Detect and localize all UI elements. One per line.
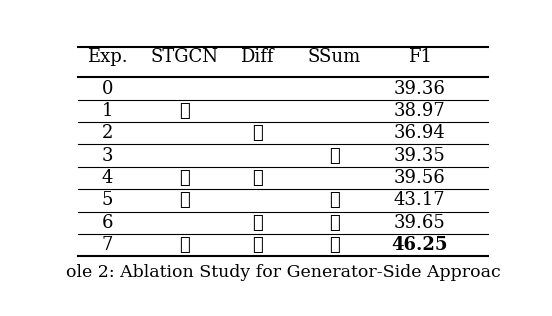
Text: ole 2: Ablation Study for Generator-Side Approac: ole 2: Ablation Study for Generator-Side… (66, 264, 500, 281)
Text: 2: 2 (102, 124, 113, 142)
Text: Exp.: Exp. (87, 48, 128, 66)
Text: 6: 6 (102, 214, 113, 232)
Text: Diff: Diff (241, 48, 274, 66)
Text: ✓: ✓ (252, 236, 263, 254)
Text: ✓: ✓ (179, 102, 190, 120)
Text: 36.94: 36.94 (394, 124, 445, 142)
Text: ✓: ✓ (329, 236, 339, 254)
Text: ✓: ✓ (179, 191, 190, 210)
Text: 5: 5 (102, 191, 113, 210)
Text: ✓: ✓ (329, 191, 339, 210)
Text: ✓: ✓ (329, 147, 339, 165)
Text: SSum: SSum (307, 48, 361, 66)
Text: 39.36: 39.36 (394, 80, 445, 98)
Text: 7: 7 (102, 236, 113, 254)
Text: 46.25: 46.25 (391, 236, 448, 254)
Text: ✓: ✓ (179, 169, 190, 187)
Text: 38.97: 38.97 (394, 102, 445, 120)
Text: 43.17: 43.17 (394, 191, 445, 210)
Text: STGCN: STGCN (151, 48, 219, 66)
Text: ✓: ✓ (329, 214, 339, 232)
Text: ✓: ✓ (252, 214, 263, 232)
Text: ✓: ✓ (252, 124, 263, 142)
Text: 4: 4 (102, 169, 113, 187)
Text: F1: F1 (408, 48, 432, 66)
Text: 1: 1 (102, 102, 113, 120)
Text: 39.65: 39.65 (394, 214, 445, 232)
Text: 0: 0 (102, 80, 113, 98)
Text: 39.56: 39.56 (394, 169, 445, 187)
Text: 3: 3 (102, 147, 113, 165)
Text: 39.35: 39.35 (394, 147, 445, 165)
Text: ✓: ✓ (179, 236, 190, 254)
Text: ✓: ✓ (252, 169, 263, 187)
